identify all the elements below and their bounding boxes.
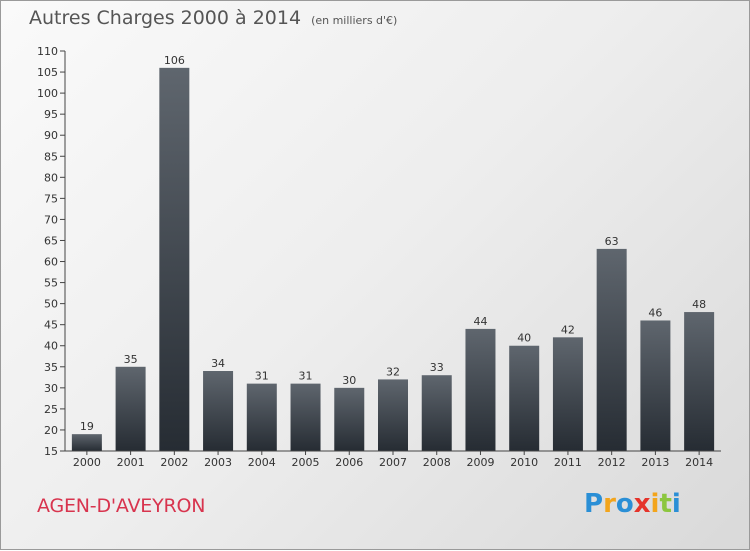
proxiti-logo: Proxiti [584,489,681,519]
y-tick-label: 85 [44,150,58,163]
x-tick-label: 2007 [379,456,407,469]
bar-value-label: 33 [430,361,444,374]
x-axis: 2000 2001 2002 2003 2004 2005 2006 2007 2008 2009… [65,450,721,469]
y-tick-label: 35 [44,361,58,374]
bar-value-label: 19 [80,420,94,433]
bar-value-label: 34 [211,357,225,370]
x-tick-label: 2003 [204,456,232,469]
y-tick-label: 60 [44,256,58,269]
bar-value-label: 30 [342,374,356,387]
bar [290,383,321,451]
bar-value-label: 63 [605,235,619,248]
y-tick-label: 15 [44,445,58,458]
x-tick-label: 2000 [73,456,101,469]
x-tick-label: 2014 [685,456,713,469]
bar [509,345,540,451]
bar [684,312,715,451]
bar [334,387,365,451]
chart-subtitle: (en milliers d'€) [311,14,398,27]
x-tick-label: 2011 [554,456,582,469]
x-tick-label: 2013 [641,456,669,469]
bar [246,383,277,451]
y-tick-label: 20 [44,424,58,437]
bar [421,375,452,451]
x-tick-label: 2008 [423,456,451,469]
bar [552,337,583,451]
bar-value-label: 46 [648,306,662,319]
bar-value-label: 32 [386,365,400,378]
logo-letter: i [650,489,660,519]
x-tick-label: 2006 [335,456,363,469]
bar [596,248,627,451]
chart-title-text: Autres Charges 2000 à 2014 [29,7,302,29]
y-tick-label: 110 [37,45,58,58]
bar-value-label: 31 [299,370,313,383]
x-tick-label: 2004 [248,456,276,469]
x-tick-label: 2010 [510,456,538,469]
y-tick-label: 25 [44,403,58,416]
y-tick-label: 40 [44,340,58,353]
y-tick-label: 50 [44,298,58,311]
x-tick-label: 2009 [466,456,494,469]
bar-value-label: 31 [255,370,269,383]
bar [203,371,234,451]
bar-value-label: 40 [517,332,531,345]
bar-value-label: 35 [124,353,138,366]
y-tick-label: 95 [44,108,58,121]
bar [115,366,146,451]
y-tick-label: 90 [44,129,58,142]
logo-letter: o [615,489,634,519]
y-tick-label: 105 [37,66,58,79]
bar-value-label: 106 [164,54,185,67]
x-tick-label: 2001 [117,456,145,469]
y-tick-label: 80 [44,171,58,184]
logo-letter: t [659,489,672,519]
x-tick-label: 2005 [292,456,320,469]
y-tick-label: 100 [37,87,58,100]
bar [378,379,408,451]
bar-value-label: 44 [473,315,487,328]
logo-letter: x [633,489,651,519]
x-tick-label: 2012 [598,456,626,469]
commune-name: AGEN-D'AVEYRON [37,495,206,517]
bar-value-label: 48 [692,298,706,311]
y-tick-label: 30 [44,382,58,395]
bar [159,67,190,451]
logo-letter: P [584,489,604,519]
logo-letter: i [671,489,681,519]
y-tick-label: 65 [44,234,58,247]
bars: 19 35 106 34 31 31 30 32 33 44 40 42 63 46 48 [71,54,715,451]
bar [465,328,496,451]
bar-value-label: 42 [561,323,575,336]
y-tick-label: 70 [44,213,58,226]
logo-letter: r [603,489,616,519]
y-tick-label: 75 [44,192,58,205]
bar [71,434,102,451]
chart-title: Autres Charges 2000 à 2014 (en milliers d… [29,7,397,29]
bar [640,320,671,451]
y-tick-label: 45 [44,319,58,332]
y-axis: 15 20 25 30 35 40 45 50 55 60 65 70 75 80 85 90 95 100 105… [37,45,66,458]
y-tick-label: 55 [44,277,58,290]
x-tick-label: 2002 [160,456,188,469]
